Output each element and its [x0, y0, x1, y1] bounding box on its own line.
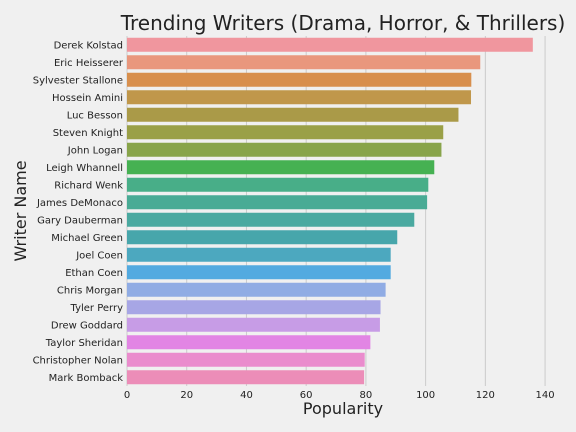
category-label: Richard Wenk: [54, 180, 123, 191]
x-tick-label: 80: [360, 390, 373, 401]
category-label: Eric Heisserer: [54, 58, 124, 69]
bar: [127, 370, 365, 385]
category-label: Christopher Nolan: [33, 355, 123, 366]
bar: [127, 247, 391, 262]
category-label: Drew Goddard: [51, 320, 123, 331]
category-label: Hossein Amini: [52, 93, 123, 104]
y-axis-title: Writer Name: [11, 160, 30, 261]
x-axis-title: Popularity: [303, 399, 383, 418]
bar: [127, 230, 398, 245]
category-label: John Logan: [67, 145, 123, 156]
category-label: Sylvester Stallone: [33, 75, 123, 86]
chart-title: Trending Writers (Drama, Horror, & Thril…: [120, 11, 566, 35]
bar: [127, 90, 472, 105]
category-label: Derek Kolstad: [54, 40, 123, 51]
x-tick-label: 20: [180, 390, 193, 401]
bar: [127, 55, 481, 70]
category-label: Ethan Coen: [65, 268, 123, 279]
bar: [127, 300, 381, 315]
x-tick-label: 0: [124, 390, 130, 401]
category-label: Leigh Whannell: [46, 163, 123, 174]
x-tick-label: 120: [476, 390, 495, 401]
category-label: Tyler Perry: [70, 303, 124, 314]
bar: [127, 142, 442, 157]
category-label: Michael Green: [51, 233, 123, 244]
bar: [127, 195, 428, 210]
x-tick-label: 40: [240, 390, 253, 401]
x-tick-label: 60: [300, 390, 313, 401]
x-tick-labels: 0 20 40 60 80 100 120 140: [124, 390, 555, 401]
bar: [127, 37, 533, 52]
category-label: Luc Besson: [67, 110, 123, 121]
category-label: Gary Dauberman: [37, 215, 123, 226]
category-labels: Derek Kolstad Eric Heisserer Sylvester Sta…: [33, 40, 124, 384]
x-tick-label: 100: [416, 390, 435, 401]
bar: [127, 335, 371, 350]
bar: [127, 265, 391, 280]
bar: [127, 317, 380, 332]
category-label: Chris Morgan: [57, 285, 123, 296]
bars: [127, 37, 533, 385]
bar: [127, 72, 472, 87]
category-label: Steven Knight: [53, 128, 123, 139]
bar: [127, 107, 459, 122]
category-label: Taylor Sheridan: [45, 338, 123, 349]
category-label: Mark Bomback: [49, 373, 124, 384]
x-tick-label: 140: [536, 390, 555, 401]
category-label: Joel Coen: [75, 250, 123, 261]
bar: [127, 212, 415, 227]
bar: [127, 125, 444, 140]
category-label: James DeMonaco: [36, 198, 123, 209]
bar: [127, 177, 429, 192]
bar: [127, 352, 365, 367]
bar: [127, 282, 386, 297]
bar: [127, 160, 435, 175]
